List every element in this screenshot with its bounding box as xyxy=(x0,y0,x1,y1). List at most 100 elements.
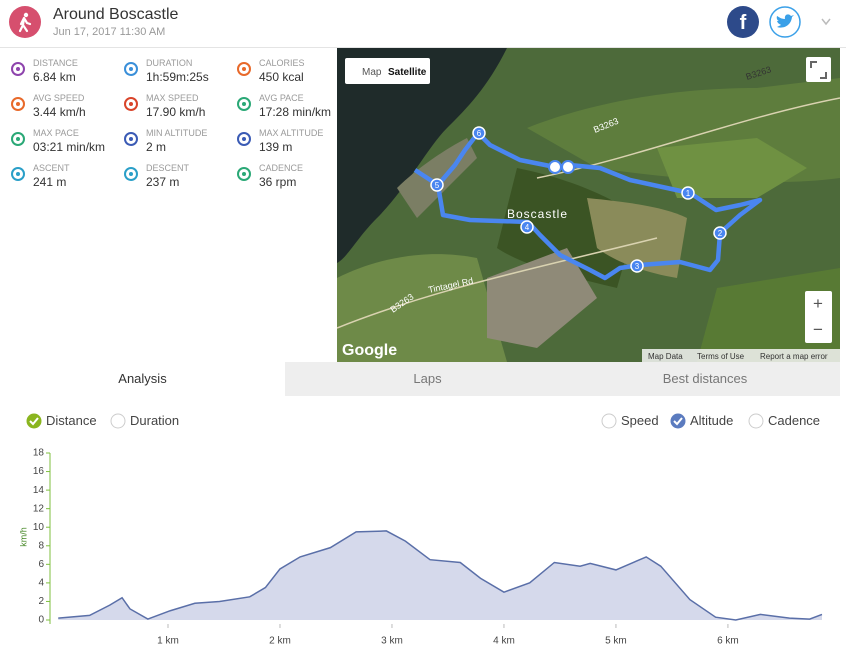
stat-icon xyxy=(11,167,25,181)
x-tick-label: 2 km xyxy=(269,636,291,647)
stat-value: 237 m xyxy=(146,175,180,189)
stat-value: 139 m xyxy=(259,140,293,154)
route-marker xyxy=(713,226,727,240)
activity-icon xyxy=(9,6,41,38)
stat-value: 17:28 min/km xyxy=(259,105,332,119)
y-tick-label: 8 xyxy=(38,540,44,551)
stat-icon-shape xyxy=(11,62,25,76)
stat-icon-dot xyxy=(129,137,133,141)
fullscreen-button[interactable] xyxy=(806,57,831,82)
route-marker-label: 1 xyxy=(686,189,691,198)
stat-icon-dot xyxy=(129,172,133,176)
stat-icon xyxy=(237,132,251,146)
facebook-button[interactable] xyxy=(727,6,759,38)
toggle-label: Distance xyxy=(46,413,97,428)
stat-icon xyxy=(11,97,25,111)
stat-label: Max altitude xyxy=(259,128,324,138)
twitter-bird[interactable] xyxy=(776,14,794,28)
stat-icon-dot xyxy=(242,102,246,106)
route xyxy=(413,130,763,281)
map-logo: Google xyxy=(342,342,397,359)
route-marker xyxy=(681,186,695,200)
zoom-out[interactable]: − xyxy=(813,320,823,339)
stat-icon-dot xyxy=(16,67,20,71)
route-marker-label: 4 xyxy=(525,223,530,232)
activity-title: Around Boscastle xyxy=(53,6,179,23)
stat-icon-dot xyxy=(242,172,246,176)
stat-value: 241 m xyxy=(33,175,67,189)
y-tick-label: 4 xyxy=(38,578,44,589)
toggle-box xyxy=(601,413,617,429)
y-tick-label: 14 xyxy=(33,485,45,496)
stat-label: Descent xyxy=(146,163,190,173)
header: Around Boscastle Jun 17, 2017 11:30 AM f xyxy=(0,0,846,48)
toggle-off xyxy=(110,413,126,429)
map: Map Satellite Boscastle B3263 B3263 B3263 Tint… xyxy=(337,48,840,362)
stat-icon xyxy=(11,62,25,76)
stat-icon-shape xyxy=(237,167,251,181)
map-button[interactable]: Map xyxy=(362,67,382,78)
facebook-glyph[interactable]: f xyxy=(740,12,747,34)
toggle-box xyxy=(670,413,686,429)
stat-icon-dot xyxy=(129,67,133,71)
y-tick-label: 12 xyxy=(33,503,45,514)
toggle-label: Cadence xyxy=(768,413,821,428)
map-footer-link[interactable]: Report a map error xyxy=(760,352,828,361)
zoom-in[interactable]: + xyxy=(813,294,823,313)
tab[interactable]: Analysis xyxy=(0,362,285,396)
tab-bar: Analysis Laps Best distances xyxy=(0,362,840,396)
area-fill xyxy=(58,530,823,620)
stat-value: 450 kcal xyxy=(259,70,304,84)
stat-icon-dot xyxy=(16,172,20,176)
map-footer-link[interactable]: Terms of Use xyxy=(697,352,745,361)
stat-value: 03:21 min/km xyxy=(33,140,106,154)
stat-label: Avg pace xyxy=(259,93,304,103)
toggle-off xyxy=(601,413,617,429)
toggle[interactable]: Speed xyxy=(601,412,659,430)
toggle[interactable]: Distance xyxy=(26,412,97,430)
route-marker xyxy=(630,259,644,273)
toggle-label: Speed xyxy=(621,413,659,428)
place-label: Boscastle xyxy=(507,207,568,221)
stat-value: 6.84 km xyxy=(33,70,76,84)
stat-label: Avg speed xyxy=(33,93,85,103)
route-marker xyxy=(520,220,534,234)
map-button[interactable]: Satellite xyxy=(388,67,427,78)
route-marker xyxy=(430,178,444,192)
toggle-off xyxy=(748,413,764,429)
stat-label: Ascent xyxy=(33,163,70,173)
tab[interactable]: Best distances xyxy=(662,371,748,386)
toggle[interactable]: Duration xyxy=(110,412,179,430)
stats-panel: Distance 6.84 km Duration 1h:59m:25s Calorie… xyxy=(0,48,338,362)
stat-icon-dot xyxy=(16,137,20,141)
toggle[interactable]: Altitude xyxy=(670,412,733,430)
stat-icon xyxy=(237,167,251,181)
y-axis-label: km/h xyxy=(18,527,28,547)
toggle[interactable]: Cadence xyxy=(748,412,820,430)
x-tick-label: 5 km xyxy=(605,636,627,647)
y-tick-label: 18 xyxy=(33,448,45,459)
stat-value: 2 m xyxy=(146,140,167,154)
route-marker-label: 5 xyxy=(435,181,440,190)
tab[interactable]: Laps xyxy=(413,371,442,386)
stat-label: Cadence xyxy=(259,163,304,173)
stat-label: Max speed xyxy=(146,93,199,103)
stat-label: Max pace xyxy=(33,128,79,138)
expand-chevron[interactable] xyxy=(821,18,831,26)
toggle-label: Duration xyxy=(130,413,180,428)
stat-icon-dot xyxy=(16,102,20,106)
toggle-on xyxy=(670,413,686,429)
toggle-box xyxy=(26,413,42,429)
stat-value: 3.44 km/h xyxy=(33,105,86,119)
stat-value: 17.90 km/h xyxy=(146,105,206,119)
area-line xyxy=(58,530,823,621)
map-footer-link[interactable]: Map Data xyxy=(648,352,683,361)
toggle-check xyxy=(29,417,39,426)
toggle-box xyxy=(748,413,764,429)
y-tick-label: 0 xyxy=(38,615,44,626)
stat-icon xyxy=(124,132,138,146)
stat-icon-dot xyxy=(242,67,246,71)
activity-date: Jun 17, 2017 11:30 AM xyxy=(53,26,166,38)
map-canvas: Map SatelliteBoscastleB3263B3263B3263Tint… xyxy=(337,48,840,362)
route-marker-label: 3 xyxy=(635,262,640,271)
